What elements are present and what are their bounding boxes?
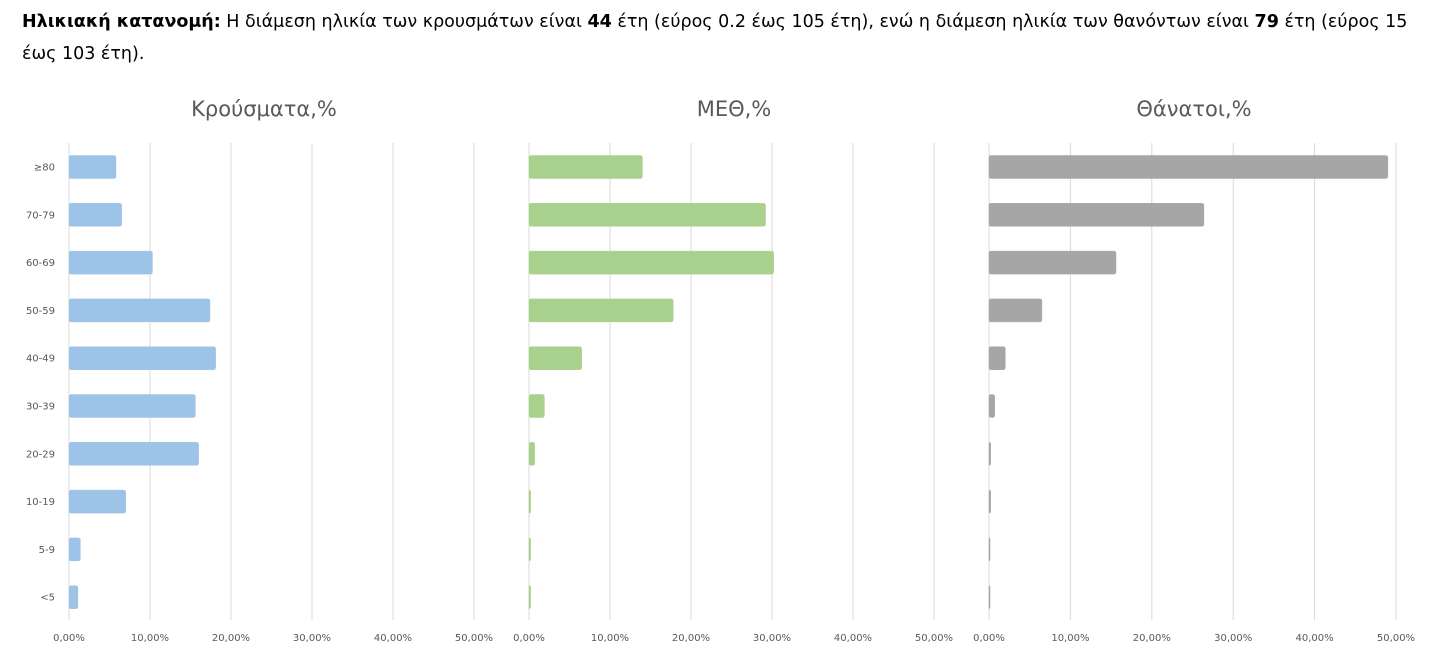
- cases-median-age: 44: [587, 12, 612, 32]
- bar-≥80: [68, 155, 117, 179]
- x-tick-label: 50,00%: [915, 633, 953, 644]
- x-tick-label: 20,00%: [672, 633, 710, 644]
- bar-10-19: [528, 489, 531, 514]
- bar-60-69: [528, 250, 774, 275]
- x-tick-label: 40,00%: [834, 633, 872, 644]
- chart-panel-2: 0,00% 10,00% 20,00% 30,00% 40,00% 50,00% ΜΕΘ,%: [513, 97, 953, 644]
- x-tick-label: 0,00%: [973, 633, 1005, 644]
- bar-20-29: [528, 442, 535, 466]
- bar-70-79: [68, 203, 122, 227]
- x-tick-label: 30,00%: [753, 633, 791, 644]
- bar-70-79: [528, 203, 766, 227]
- chart-title: Θάνατοι,%: [1136, 97, 1251, 121]
- bar-40-49: [528, 346, 582, 370]
- chart-panel-1: 0,00% 10,00% 20,00% 30,00% 40,00% 50,00% Κρούσ…: [26, 97, 493, 644]
- category-label: <5: [40, 593, 55, 604]
- bar-60-69: [988, 250, 1117, 275]
- category-label: 50-59: [26, 306, 55, 317]
- x-tick-label: 50,00%: [1377, 633, 1415, 644]
- bar-30-39: [988, 394, 995, 418]
- paragraph-text-3: έτη (εύρος 15 έως 103 έτη).: [22, 12, 1408, 64]
- category-label: ≥80: [34, 163, 55, 174]
- chart-title: Κρούσματα,%: [191, 97, 337, 121]
- bar-20-29: [68, 442, 199, 466]
- deaths-median-age: 79: [1254, 12, 1279, 32]
- chart-panel-3: 0,00% 10,00% 20,00% 30,00% 40,00% 50,00% Θάνατ…: [973, 97, 1415, 644]
- bar-20-29: [988, 442, 991, 466]
- bar-40-49: [988, 346, 1006, 370]
- bar-60-69: [68, 250, 153, 275]
- x-tick-label: 40,00%: [374, 633, 412, 644]
- x-tick-label: 20,00%: [212, 633, 250, 644]
- x-tick-label: 20,00%: [1133, 633, 1171, 644]
- bar-<5: [528, 585, 531, 609]
- bar-30-39: [528, 394, 545, 418]
- category-label: 40-49: [26, 354, 55, 365]
- category-label: 20-29: [26, 449, 55, 460]
- category-label: 10-19: [26, 497, 55, 508]
- x-tick-label: 30,00%: [1214, 633, 1252, 644]
- paragraph-label: Ηλικιακή κατανομή: [22, 12, 214, 32]
- x-tick-label: 0,00%: [513, 633, 545, 644]
- x-tick-label: 50,00%: [455, 633, 493, 644]
- bar-≥80: [528, 155, 643, 179]
- bar-<5: [68, 585, 79, 609]
- bar-≥80: [988, 155, 1389, 179]
- x-tick-label: 0,00%: [53, 633, 85, 644]
- category-label: 30-39: [26, 402, 55, 413]
- bar-70-79: [988, 203, 1205, 227]
- bar-50-59: [988, 298, 1043, 323]
- x-tick-label: 30,00%: [293, 633, 331, 644]
- bar-<5: [988, 585, 991, 609]
- paragraph-colon: :: [213, 12, 221, 32]
- bar-10-19: [68, 489, 126, 514]
- category-label: 60-69: [26, 258, 55, 269]
- x-tick-label: 10,00%: [131, 633, 169, 644]
- paragraph-text-1: Η διάμεση ηλικία των κρουσμάτων είναι: [220, 12, 588, 32]
- bar-50-59: [68, 298, 211, 323]
- category-label: 5-9: [39, 545, 55, 556]
- chart-title: ΜΕΘ,%: [697, 97, 772, 121]
- x-tick-label: 10,00%: [1051, 633, 1089, 644]
- bar-10-19: [988, 489, 991, 514]
- bar-5-9: [988, 537, 991, 562]
- x-tick-label: 40,00%: [1296, 633, 1334, 644]
- bar-5-9: [68, 537, 81, 562]
- age-distribution-paragraph: Ηλικιακή κατανομή: Η διάμεση ηλικία των …: [22, 6, 1427, 70]
- bar-5-9: [528, 537, 531, 562]
- bar-50-59: [528, 298, 674, 323]
- paragraph-text-2: έτη (εύρος 0.2 έως 105 έτη), ενώ η διάμε…: [611, 12, 1255, 32]
- bar-30-39: [68, 394, 196, 418]
- category-label: 70-79: [26, 210, 55, 221]
- x-tick-label: 10,00%: [591, 633, 629, 644]
- bar-40-49: [68, 346, 216, 370]
